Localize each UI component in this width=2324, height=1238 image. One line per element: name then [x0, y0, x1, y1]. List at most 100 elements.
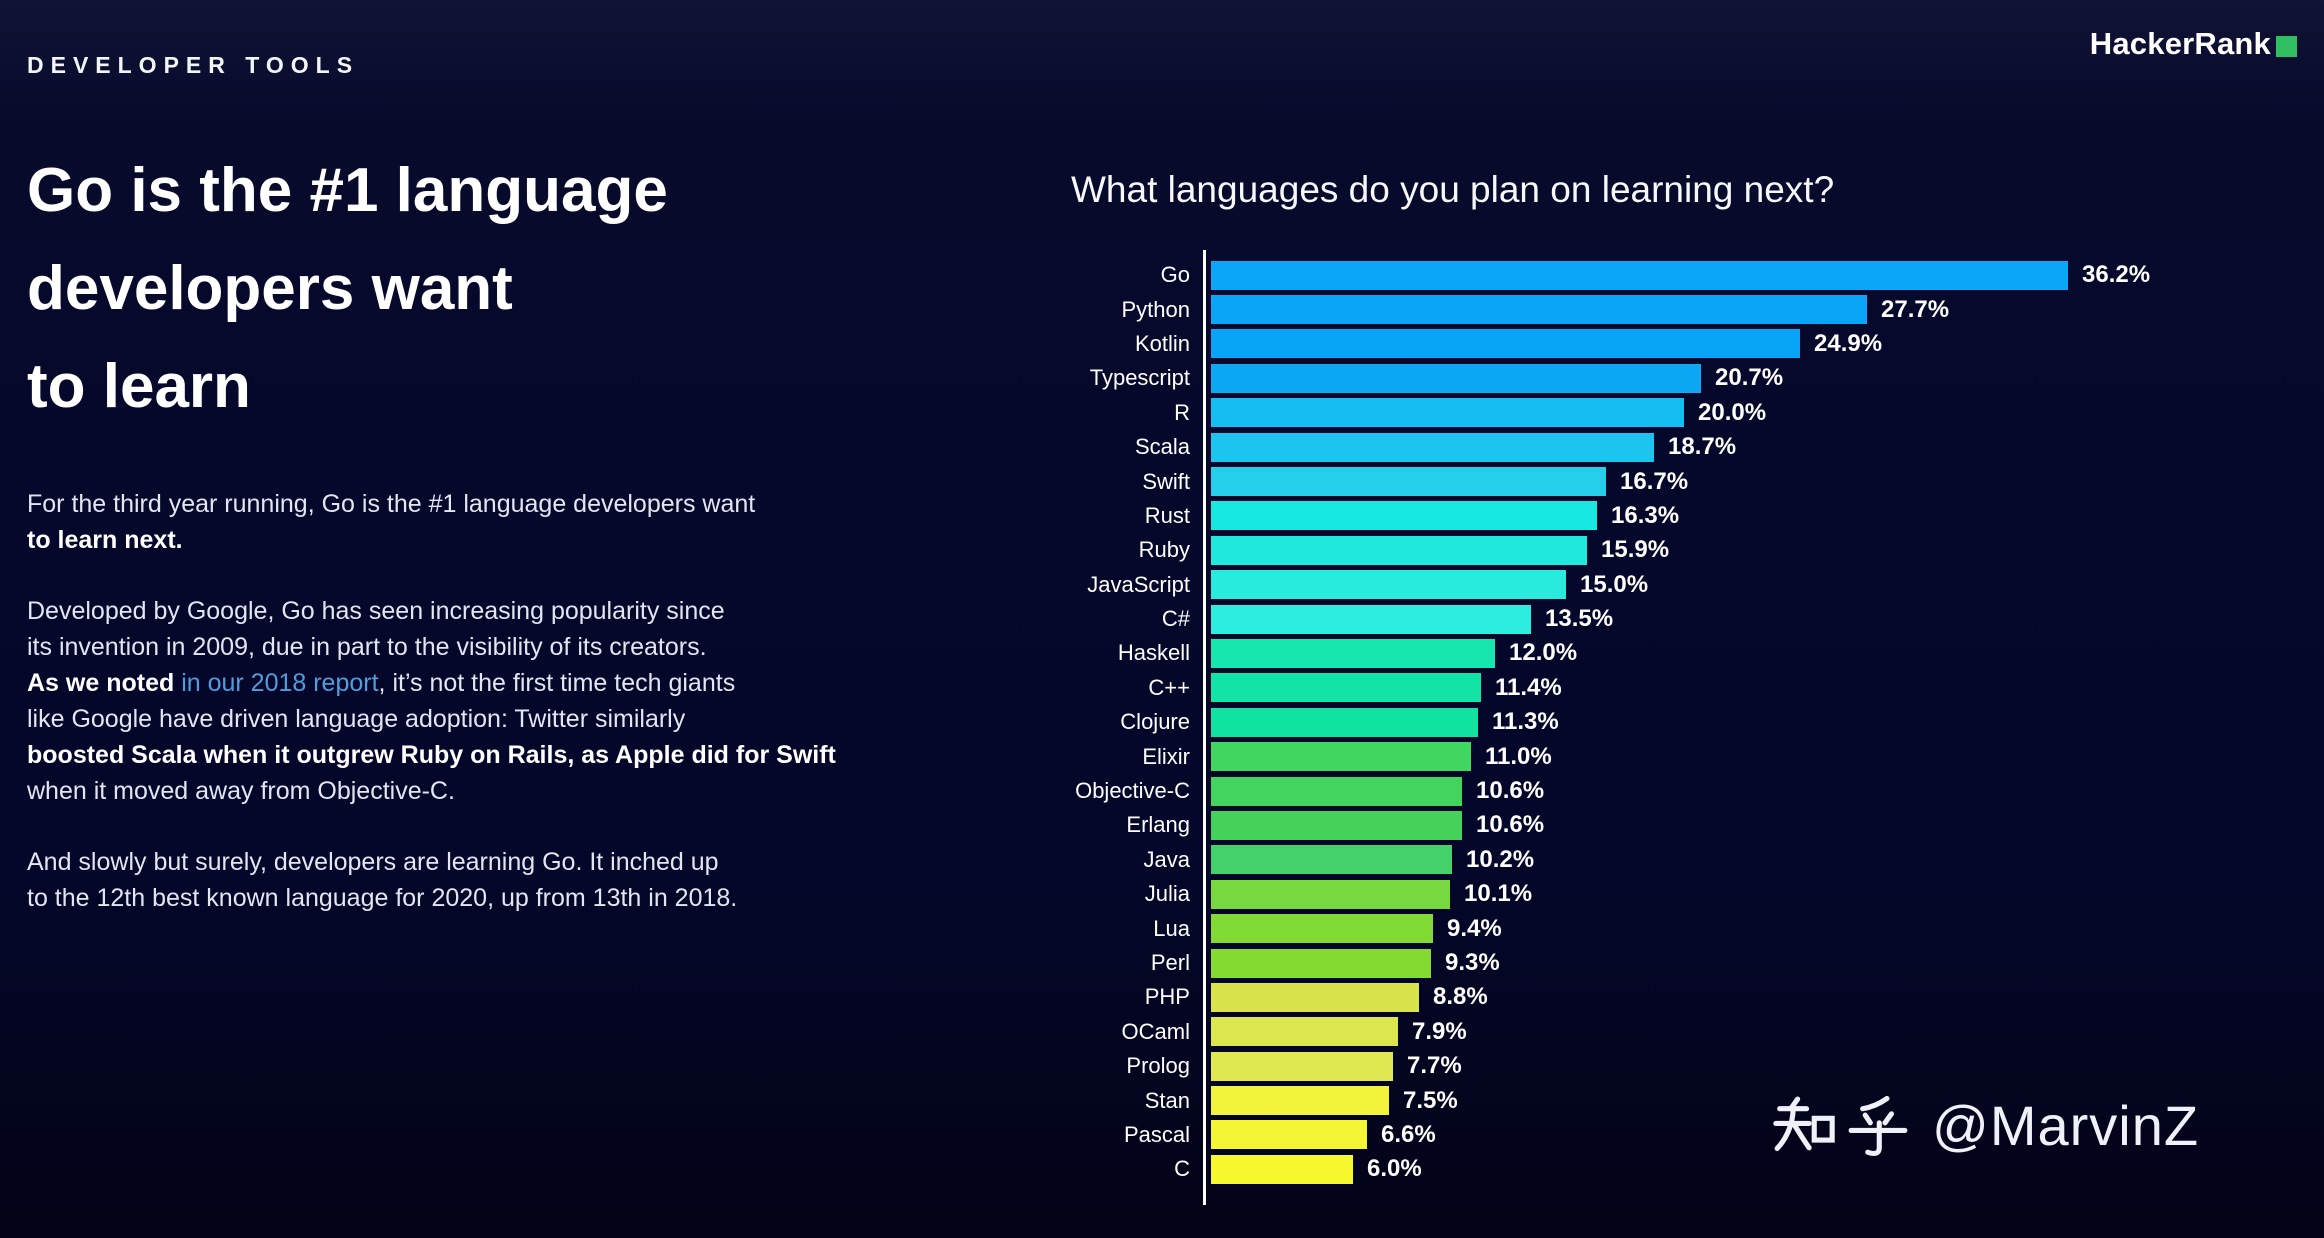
bar-track: 8.8% — [1211, 982, 1488, 1012]
report-2018-link[interactable]: in our 2018 report — [181, 669, 379, 697]
bar-row: Java 10.2% — [1071, 843, 2321, 877]
intro-text-segment: boosted Scala when it outgrew Ruby on Ra… — [27, 741, 836, 769]
bar-label: Prolog — [1126, 1053, 1190, 1079]
bar-row: Objective-C 10.6% — [1071, 774, 2321, 808]
bar-track: 10.6% — [1211, 810, 1545, 840]
bar-value: 15.0% — [1580, 570, 1649, 598]
bar-value: 7.9% — [1412, 1017, 1467, 1045]
bar-label: C — [1174, 1156, 1190, 1182]
bar — [1211, 914, 1433, 944]
bar-row: R 20.0% — [1071, 396, 2321, 430]
bar-row: Pascal 6.6% — [1071, 1118, 2321, 1152]
languages-bar-chart: What languages do you plan on learning n… — [1071, 165, 2321, 1205]
bar-value: 9.4% — [1447, 914, 1502, 942]
bar-value: 10.6% — [1476, 777, 1545, 805]
bar-row: JavaScript 15.0% — [1071, 568, 2321, 602]
bar-track: 6.0% — [1211, 1154, 1422, 1184]
bar-row: Kotlin 24.9% — [1071, 327, 2321, 361]
bar-value: 10.6% — [1476, 811, 1545, 839]
bar — [1211, 879, 1450, 909]
hackerrank-logo: HackerRank — [2090, 26, 2297, 62]
bar-track: 24.9% — [1211, 329, 1882, 359]
bar-label: PHP — [1144, 984, 1190, 1010]
bar-row: C 6.0% — [1071, 1152, 2321, 1186]
chart-title: What languages do you plan on learning n… — [1071, 169, 1835, 210]
bar-value: 6.0% — [1367, 1155, 1422, 1183]
bar-value: 20.0% — [1698, 398, 1767, 426]
bar-row: C++ 11.4% — [1071, 671, 2321, 705]
bar-value: 11.0% — [1485, 742, 1552, 770]
bar-row: Julia 10.1% — [1071, 877, 2321, 911]
bar — [1211, 776, 1462, 806]
bar — [1211, 535, 1587, 565]
bar — [1211, 673, 1481, 703]
bar-row: Elixir 11.0% — [1071, 739, 2321, 773]
bar-label: Ruby — [1138, 537, 1190, 563]
bar-track: 11.3% — [1211, 707, 1559, 737]
bar — [1211, 742, 1471, 772]
bar-track: 7.9% — [1211, 1017, 1467, 1047]
bar-track: 10.6% — [1211, 776, 1545, 806]
intro-text-segment: As we noted — [27, 669, 182, 697]
bar — [1211, 948, 1431, 978]
bar-value: 10.2% — [1466, 845, 1535, 873]
bar — [1211, 295, 1867, 325]
bar-label: Kotlin — [1134, 330, 1190, 356]
bar — [1211, 467, 1606, 497]
bar-track: 20.7% — [1211, 363, 1783, 393]
bar-value: 12.0% — [1509, 639, 1578, 667]
bar — [1211, 810, 1462, 840]
bar-row: Scala 18.7% — [1071, 430, 2321, 464]
bar-track: 10.2% — [1211, 845, 1535, 875]
bar — [1211, 1051, 1393, 1081]
bar — [1211, 845, 1452, 875]
bar-label: Scala — [1134, 434, 1190, 460]
bar-value: 8.8% — [1433, 983, 1488, 1011]
bar-label: Elixir — [1142, 743, 1190, 769]
bar-label: Java — [1143, 846, 1190, 872]
bar-row: Perl 9.3% — [1071, 946, 2321, 980]
bar-label: C++ — [1148, 674, 1190, 700]
intro-paragraph: And slowly but surely, developers are le… — [27, 844, 927, 916]
bar-row: Erlang 10.6% — [1071, 808, 2321, 842]
bar-row: Rust 16.3% — [1071, 499, 2321, 533]
bar-track: 10.1% — [1211, 879, 1533, 909]
bar-label: R — [1174, 399, 1190, 425]
intro-text-segment: Developed by Google, Go has seen increas… — [27, 597, 725, 661]
bar-track: 7.7% — [1211, 1051, 1462, 1081]
bar-row: PHP 8.8% — [1071, 980, 2321, 1014]
intro-paragraph: For the third year running, Go is the #1… — [27, 486, 927, 558]
bar-track: 11.4% — [1211, 673, 1562, 703]
bar-value: 16.3% — [1611, 501, 1680, 529]
bar — [1211, 398, 1684, 428]
y-axis-line — [1203, 250, 1206, 1205]
bar-label: Haskell — [1117, 640, 1190, 666]
bar-track: 11.0% — [1211, 742, 1552, 772]
bar-value: 7.5% — [1403, 1086, 1458, 1114]
bar-label: Rust — [1144, 502, 1190, 528]
bar-track: 27.7% — [1211, 295, 1949, 325]
bar-value: 36.2% — [2082, 261, 2151, 289]
bar-track: 15.9% — [1211, 535, 1669, 565]
zhihu-char-hu-icon — [1848, 1095, 1908, 1156]
bar — [1211, 570, 1566, 600]
bar-track: 16.3% — [1211, 501, 1680, 531]
bar-label: Julia — [1144, 881, 1190, 907]
bar-row: Stan 7.5% — [1071, 1083, 2321, 1117]
bar-row: Clojure 11.3% — [1071, 705, 2321, 739]
bar-track: 6.6% — [1211, 1120, 1436, 1150]
bar — [1211, 604, 1531, 634]
bar-value: 11.3% — [1492, 708, 1559, 736]
chart-rows: Go 36.2% Python 27.7% Kotlin 24.9% Typescript 2… — [1071, 250, 2321, 1205]
bar-value: 18.7% — [1668, 433, 1737, 461]
bar-label: Python — [1121, 296, 1191, 322]
bar-value: 7.7% — [1407, 1052, 1462, 1080]
bar-value: 10.1% — [1464, 880, 1533, 908]
bar-label: Pascal — [1123, 1121, 1190, 1147]
bar — [1211, 1086, 1389, 1116]
intro-text-segment: For the third year running, Go is the #1… — [27, 490, 756, 518]
page-title-line-2: developers want — [27, 254, 513, 323]
bar — [1211, 1154, 1353, 1184]
bar-row: Go 36.2% — [1071, 258, 2321, 292]
bar — [1211, 329, 1800, 359]
